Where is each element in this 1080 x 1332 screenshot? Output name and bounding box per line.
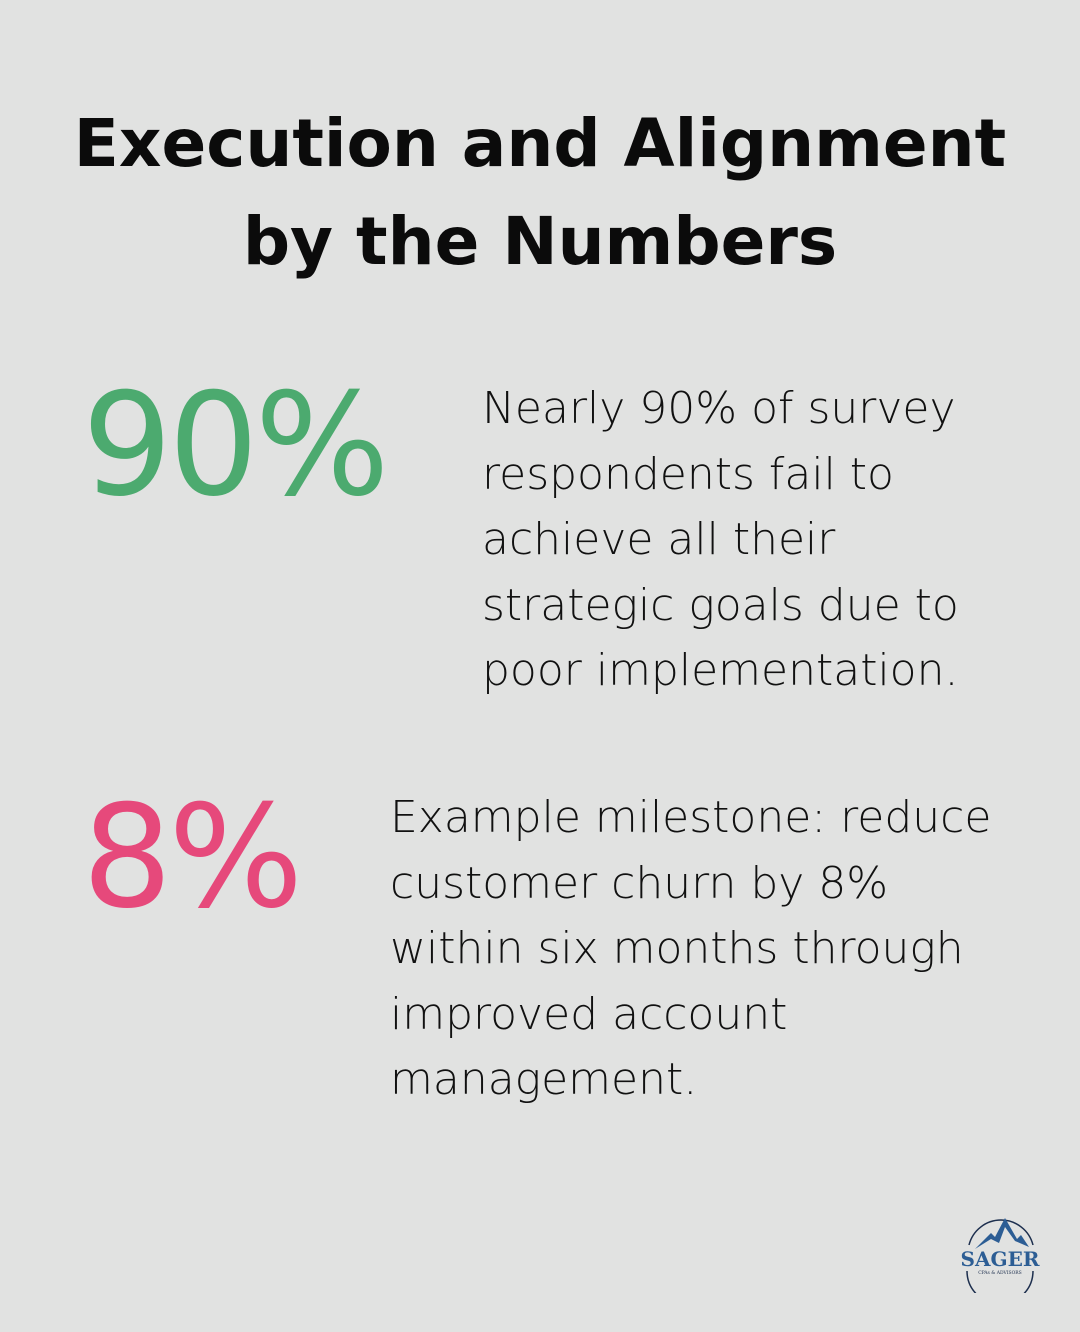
sager-logo: SAGER CPAs & ADVISORS (955, 1213, 1045, 1305)
stat-value-8: 8% (82, 775, 303, 940)
page-title: Execution and Alignment by the Numbers (0, 95, 1080, 291)
title-line-1: Execution and Alignment (73, 105, 1007, 182)
logo-name: SAGER (961, 1247, 1040, 1271)
title-line-2: by the Numbers (242, 203, 838, 280)
stat-description-90: Nearly 90% of survey respondents fail to… (482, 383, 959, 696)
stat-description-8: Example milestone: reduce customer churn… (390, 792, 992, 1105)
stat-value-90: 90% (82, 363, 390, 528)
logo-tagline: CPAs & ADVISORS (978, 1270, 1022, 1276)
